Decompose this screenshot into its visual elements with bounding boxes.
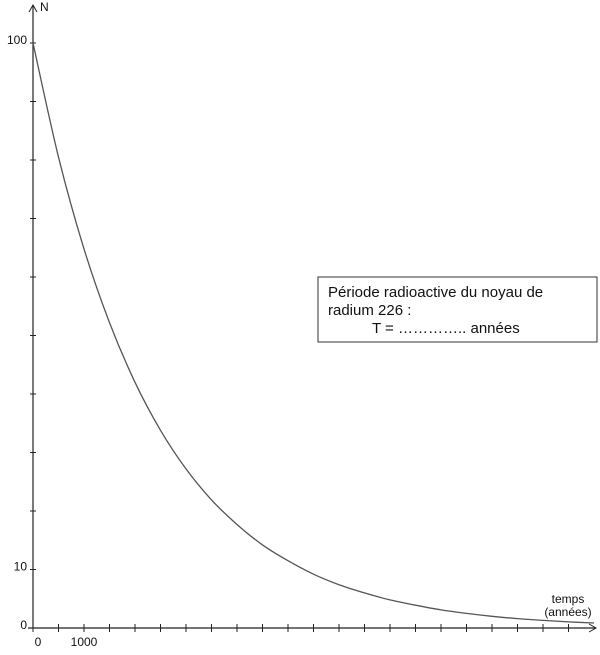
x-axis-label: temps (552, 592, 585, 606)
y-tick-label: 100 (7, 33, 27, 47)
x-tick-label: 0 (35, 635, 42, 649)
annotation: T = ………….. années (372, 320, 520, 337)
x-arrow (588, 623, 598, 633)
annotation: radium 226 : (328, 302, 411, 319)
decay-curve (32, 42, 595, 624)
y-tick-label: 0 (20, 618, 27, 632)
y-tick-label: 10 (14, 560, 28, 574)
y-axis-label: N (40, 0, 49, 14)
x-tick-label: 1000 (71, 635, 98, 649)
x-axis-label: (années) (544, 605, 591, 619)
annotation: Période radioactive du noyau de (328, 284, 543, 301)
y-arrow (28, 3, 38, 13)
annotation-box (317, 276, 598, 343)
